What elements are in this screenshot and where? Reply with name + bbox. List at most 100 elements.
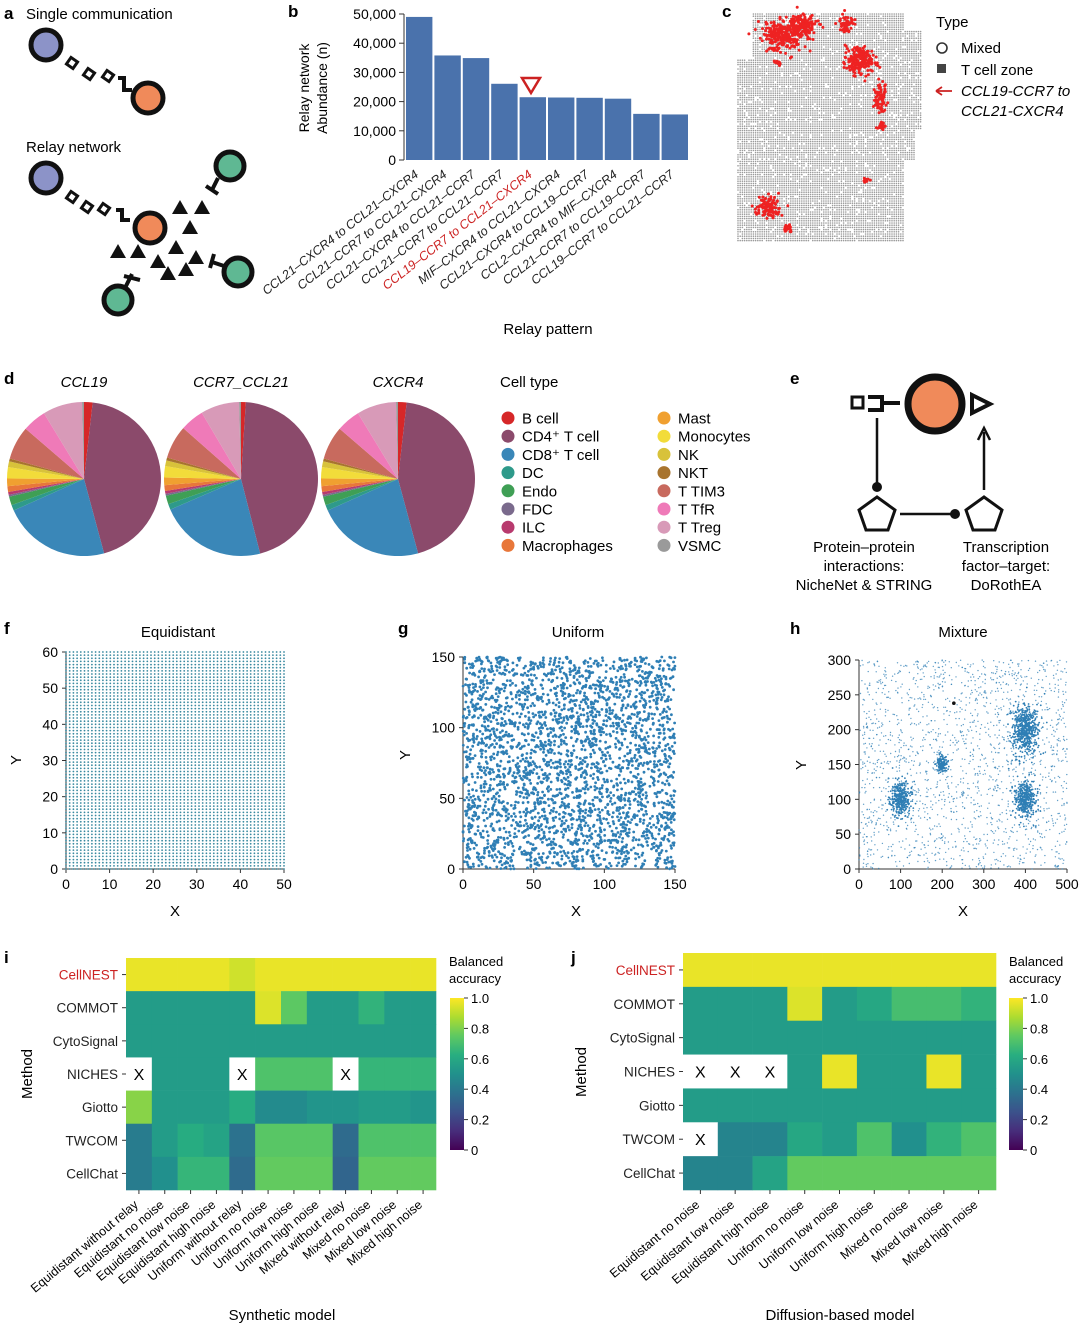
tissue-spot bbox=[913, 53, 915, 55]
tissue-spot bbox=[900, 95, 902, 97]
tissue-spot bbox=[777, 73, 779, 75]
tissue-spot bbox=[887, 46, 889, 48]
tissue-spot bbox=[766, 42, 768, 44]
tissue-spot bbox=[792, 48, 794, 50]
tissue-spot bbox=[834, 103, 836, 105]
tissue-spot bbox=[823, 40, 825, 42]
tissue-spot bbox=[915, 44, 917, 46]
tissue-spot bbox=[869, 79, 871, 81]
tissue-spot bbox=[882, 66, 884, 68]
tissue-spot bbox=[755, 48, 757, 50]
tissue-spot bbox=[797, 79, 799, 81]
tissue-spot bbox=[748, 108, 750, 110]
tissue-spot bbox=[832, 46, 834, 48]
tissue-spot bbox=[746, 66, 748, 68]
tissue-spot bbox=[748, 62, 750, 64]
tissue-spot bbox=[880, 44, 882, 46]
tissue-spot bbox=[794, 92, 796, 94]
tissue-spot bbox=[757, 37, 759, 39]
tissue-spot bbox=[775, 110, 777, 112]
tissue-spot bbox=[887, 20, 889, 22]
tissue-spot bbox=[775, 117, 777, 119]
tissue-spot bbox=[746, 92, 748, 94]
tissue-spot bbox=[836, 79, 838, 81]
tissue-spot bbox=[889, 70, 891, 72]
tissue-spot bbox=[739, 103, 741, 105]
tissue-spot bbox=[777, 70, 779, 72]
tissue-spot bbox=[825, 31, 827, 33]
tissue-spot bbox=[885, 33, 887, 35]
tissue-spot bbox=[863, 31, 865, 33]
tissue-spot bbox=[761, 114, 763, 116]
tissue-spot bbox=[856, 70, 858, 72]
tissue-spot bbox=[843, 86, 845, 88]
tissue-spot bbox=[792, 90, 794, 92]
tissue-spot bbox=[891, 79, 893, 81]
tissue-spot bbox=[841, 103, 843, 105]
tissue-spot bbox=[761, 64, 763, 66]
tissue-spot bbox=[841, 59, 843, 61]
tissue-spot bbox=[830, 20, 832, 22]
tissue-spot bbox=[753, 59, 755, 61]
tissue-spot bbox=[757, 95, 759, 97]
tissue-spot bbox=[746, 101, 748, 103]
tissue-spot bbox=[847, 77, 849, 79]
tissue-spot bbox=[803, 97, 805, 99]
tissue-spot bbox=[834, 110, 836, 112]
tissue-spot bbox=[913, 68, 915, 70]
tissue-spot bbox=[841, 84, 843, 86]
tissue-spot bbox=[909, 44, 911, 46]
tissue-spot bbox=[770, 101, 772, 103]
tissue-spot bbox=[814, 15, 816, 17]
tissue-spot bbox=[755, 79, 757, 81]
tissue-spot bbox=[834, 62, 836, 64]
tissue-spot bbox=[786, 77, 788, 79]
tissue-spot bbox=[792, 88, 794, 90]
tissue-spot bbox=[871, 33, 873, 35]
tissue-spot bbox=[863, 97, 865, 99]
tissue-spot bbox=[832, 62, 834, 64]
tissue-spot bbox=[891, 81, 893, 83]
tissue-spot bbox=[858, 114, 860, 116]
tissue-spot bbox=[865, 15, 867, 17]
tissue-spot bbox=[801, 75, 803, 77]
tissue-spot bbox=[786, 84, 788, 86]
tissue-spot bbox=[832, 64, 834, 66]
tissue-spot bbox=[889, 95, 891, 97]
tissue-spot bbox=[838, 42, 840, 44]
tissue-spot bbox=[753, 51, 755, 53]
tissue-spot bbox=[799, 84, 801, 86]
tissue-spot bbox=[836, 101, 838, 103]
tissue-spot bbox=[823, 88, 825, 90]
tissue-spot bbox=[786, 81, 788, 83]
tissue-spot bbox=[827, 22, 829, 24]
tissue-spot bbox=[788, 103, 790, 105]
tissue-spot bbox=[854, 88, 856, 90]
tissue-spot bbox=[764, 95, 766, 97]
tissue-spot bbox=[845, 97, 847, 99]
tissue-spot bbox=[757, 81, 759, 83]
tissue-spot bbox=[768, 70, 770, 72]
tissue-spot bbox=[834, 18, 836, 20]
tissue-spot bbox=[783, 90, 785, 92]
tissue-spot bbox=[882, 75, 884, 77]
tissue-spot bbox=[759, 29, 761, 31]
tissue-spot bbox=[852, 37, 854, 39]
tissue-spot bbox=[827, 66, 829, 68]
tissue-spot bbox=[821, 81, 823, 83]
tissue-spot bbox=[913, 33, 915, 35]
tissue-spot bbox=[847, 70, 849, 72]
tissue-spot bbox=[913, 35, 915, 37]
tissue-spot bbox=[900, 106, 902, 108]
tissue-spot bbox=[920, 73, 922, 75]
tissue-spot bbox=[918, 31, 920, 33]
tissue-spot bbox=[852, 101, 854, 103]
tissue-spot bbox=[900, 75, 902, 77]
tissue-spot bbox=[797, 75, 799, 77]
tissue-spot bbox=[797, 108, 799, 110]
tissue-spot bbox=[836, 33, 838, 35]
receptor-icon bbox=[124, 274, 140, 286]
tissue-spot bbox=[907, 81, 909, 83]
tissue-spot bbox=[882, 114, 884, 116]
tissue-spot bbox=[764, 48, 766, 50]
